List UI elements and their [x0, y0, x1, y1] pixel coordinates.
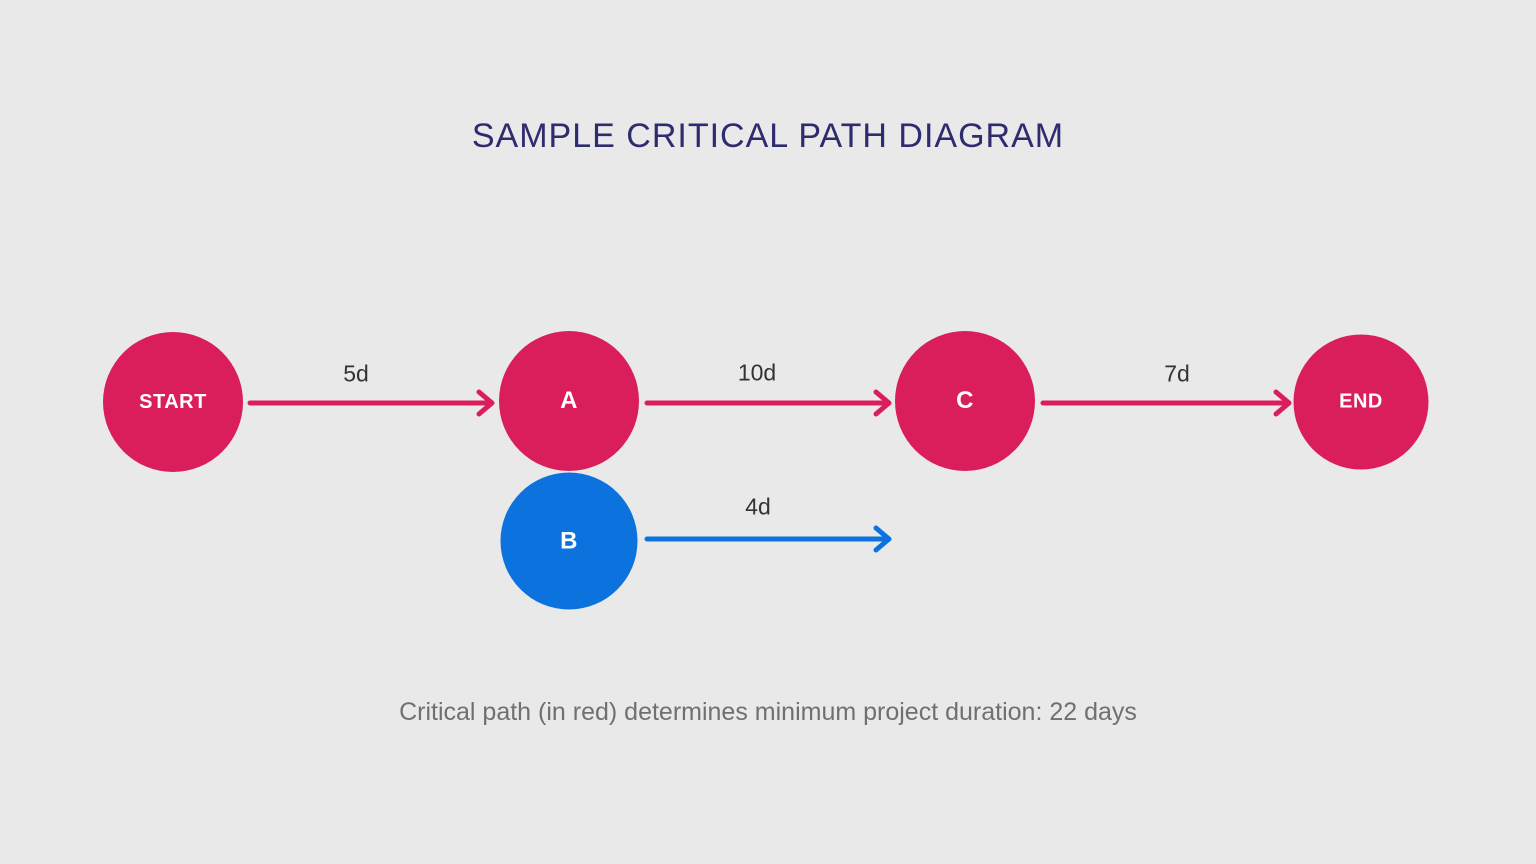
node-start: START	[103, 332, 243, 472]
edge-label-4d: 4d	[745, 493, 771, 520]
edge-label-10d: 10d	[737, 359, 777, 386]
edge-arrow-10d	[644, 389, 892, 417]
edge-arrow-5d	[247, 389, 495, 417]
node-c: C	[895, 331, 1035, 471]
node-b: B	[500, 472, 638, 610]
diagram-title: SAMPLE CRITICAL PATH DIAGRAM	[471, 117, 1065, 155]
node-a: A	[499, 331, 639, 471]
diagram-caption: Critical path (in red) determines minimu…	[399, 698, 1137, 726]
edge-label-7d: 7d	[1164, 360, 1190, 387]
node-end: END	[1293, 334, 1429, 470]
edge-arrow-4d	[644, 525, 892, 553]
edge-arrow-7d	[1040, 389, 1292, 417]
edge-label-5d: 5d	[343, 360, 369, 387]
